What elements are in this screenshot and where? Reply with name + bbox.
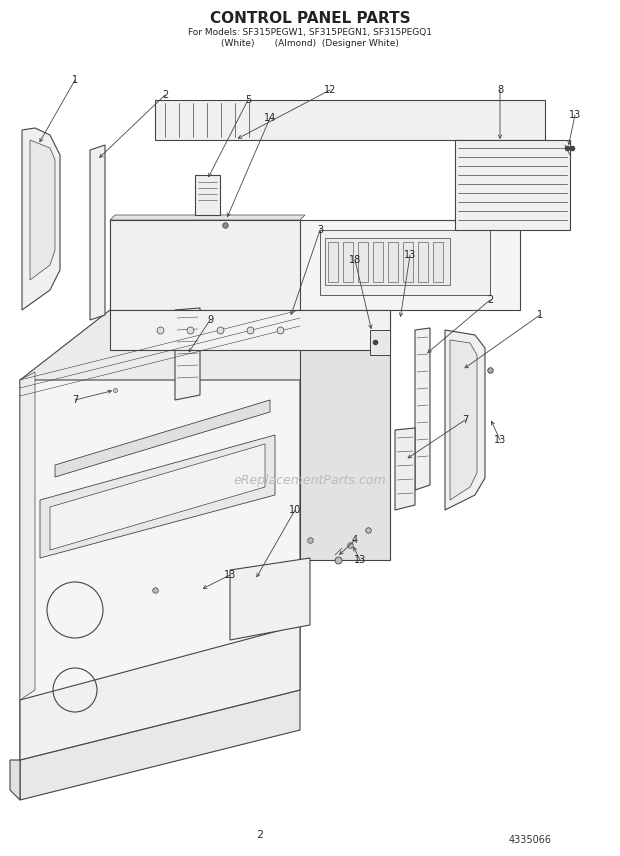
Polygon shape [110,310,390,350]
Polygon shape [22,128,60,310]
Polygon shape [433,242,443,282]
Polygon shape [230,558,310,640]
Polygon shape [155,100,545,140]
Polygon shape [328,242,338,282]
Polygon shape [373,242,383,282]
Text: 10: 10 [289,505,301,515]
Polygon shape [370,330,390,355]
Polygon shape [195,175,220,215]
Polygon shape [445,330,485,510]
Polygon shape [343,242,353,282]
Polygon shape [20,690,300,800]
Text: CONTROL PANEL PARTS: CONTROL PANEL PARTS [210,10,410,26]
Text: 13: 13 [494,435,506,445]
Polygon shape [50,444,265,550]
Polygon shape [20,310,300,760]
Text: 18: 18 [349,255,361,265]
Text: 14: 14 [264,113,276,123]
Polygon shape [20,372,35,700]
Text: 2: 2 [162,90,168,100]
Text: 8: 8 [497,85,503,95]
Text: 12: 12 [324,85,336,95]
Polygon shape [175,308,200,400]
Text: 1: 1 [72,75,78,85]
Text: 5: 5 [245,95,251,105]
Polygon shape [30,140,55,280]
Polygon shape [395,428,415,510]
Polygon shape [388,242,398,282]
Polygon shape [403,242,413,282]
Text: 13: 13 [224,570,236,580]
Polygon shape [20,625,300,760]
Text: 7: 7 [462,415,468,425]
Text: 1: 1 [537,310,543,320]
Text: eReplacementParts.com: eReplacementParts.com [234,473,386,486]
Text: 9: 9 [207,315,213,325]
Polygon shape [455,140,570,230]
Text: For Models: SF315PEGW1, SF315PEGN1, SF315PEGQ1: For Models: SF315PEGW1, SF315PEGN1, SF31… [188,27,432,37]
Polygon shape [300,310,390,560]
Polygon shape [418,242,428,282]
Polygon shape [90,145,105,320]
Text: 13: 13 [354,555,366,565]
Polygon shape [20,310,390,380]
Polygon shape [55,400,270,477]
Polygon shape [110,215,305,220]
Text: 3: 3 [317,225,323,235]
Polygon shape [110,220,300,310]
Polygon shape [10,760,20,800]
Polygon shape [358,242,368,282]
Text: (White)       (Almond)  (Designer White): (White) (Almond) (Designer White) [221,39,399,47]
Polygon shape [325,238,450,285]
Text: 13: 13 [569,110,581,120]
Text: 4: 4 [352,535,358,545]
Polygon shape [450,340,477,500]
Text: 4335066: 4335066 [508,835,552,845]
Polygon shape [110,220,520,310]
Text: 2: 2 [257,830,264,840]
Text: 7: 7 [72,395,78,405]
Text: 2: 2 [487,295,493,305]
Polygon shape [415,328,430,490]
Text: 13: 13 [404,250,416,260]
Polygon shape [40,435,275,558]
Polygon shape [320,230,490,295]
